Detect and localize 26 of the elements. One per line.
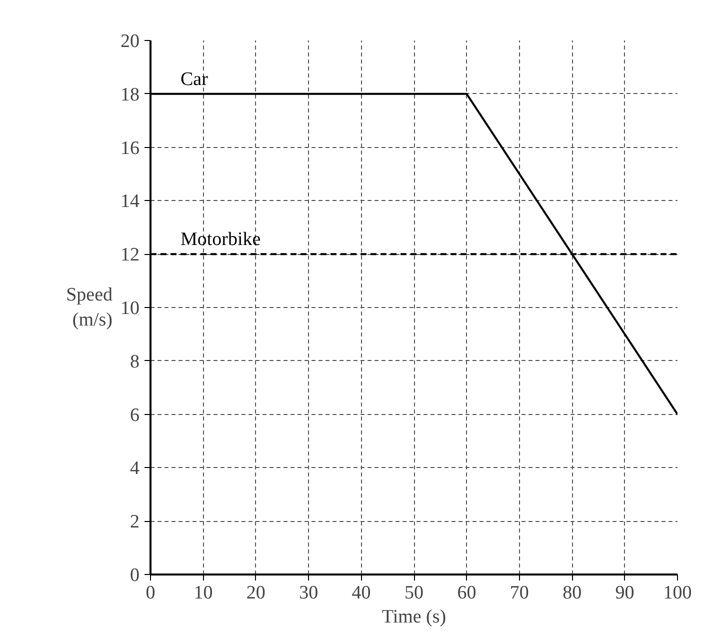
x-tick-label: 80 [562,582,582,604]
x-tick-label: 70 [510,582,529,604]
y-tick-label: 20 [120,31,140,52]
x-axis-title: Time (s) [382,606,446,628]
y-tick-label: 12 [120,244,140,266]
y-tick-label: 10 [120,298,140,319]
x-tick-label: 100 [663,582,692,604]
x-tick-label: 0 [146,582,156,604]
x-tick-label: 90 [615,582,634,604]
x-tick-label: 40 [352,582,371,604]
x-tick-label: 30 [299,582,318,604]
y-axis-title: Speed (m/s) [66,284,113,331]
y-tick-label: 18 [120,84,140,106]
y-tick-label: 16 [120,138,140,159]
x-tick-label: 60 [457,582,476,604]
y-tick-label: 8 [130,351,140,372]
y-tick-label: 2 [130,512,140,533]
x-tick-label: 20 [246,582,266,604]
y-tick-label: 0 [130,565,140,586]
x-tick-label: 10 [194,582,213,604]
series-label: Motorbike [180,229,261,250]
y-tick-label: 4 [130,458,140,480]
y-tick-label: 14 [120,191,140,212]
x-tick-label: 50 [404,582,424,604]
y-tick-label: 6 [130,404,140,426]
series-label: Car [180,68,209,90]
